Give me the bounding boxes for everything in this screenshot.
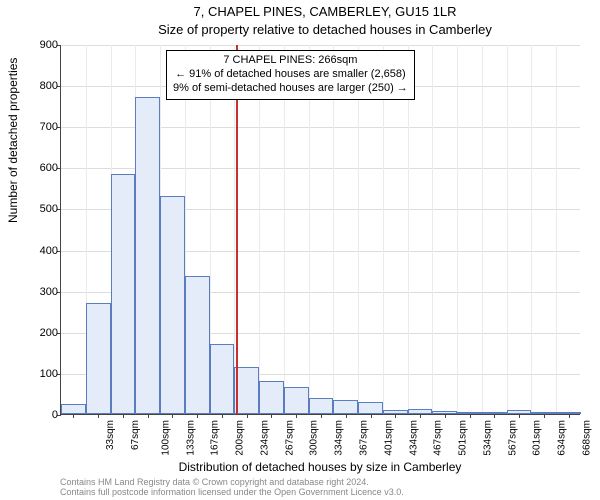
x-tick-mark xyxy=(123,414,124,418)
x-tick-mark xyxy=(197,414,198,418)
gridline-vertical xyxy=(531,45,532,414)
x-tick-label: 601sqm xyxy=(532,420,543,456)
histogram-bar xyxy=(135,97,160,414)
gridline-vertical xyxy=(383,45,384,414)
x-tick-label: 33sqm xyxy=(105,420,116,450)
gridline-vertical xyxy=(457,45,458,414)
y-tick-label: 400 xyxy=(8,245,58,257)
x-tick-label: 300sqm xyxy=(309,420,320,456)
callout-line1: 7 CHAPEL PINES: 266sqm xyxy=(173,54,408,68)
gridline-vertical xyxy=(408,45,409,414)
y-tick-label: 300 xyxy=(8,286,58,298)
x-tick-label: 200sqm xyxy=(235,420,246,456)
gridline-vertical xyxy=(309,45,310,414)
histogram-bar xyxy=(111,174,136,415)
x-tick-label: 133sqm xyxy=(185,420,196,456)
x-tick-label: 267sqm xyxy=(284,420,295,456)
gridline-vertical xyxy=(333,45,334,414)
histogram-plot-area: 33sqm67sqm100sqm133sqm167sqm200sqm234sqm… xyxy=(60,45,580,415)
callout-line2: ← 91% of detached houses are smaller (2,… xyxy=(173,68,408,82)
gridline-vertical xyxy=(259,45,260,414)
gridline-vertical xyxy=(507,45,508,414)
x-tick-label: 100sqm xyxy=(160,420,171,456)
y-tick-label: 700 xyxy=(8,121,58,133)
gridline-vertical xyxy=(284,45,285,414)
x-tick-mark xyxy=(98,414,99,418)
y-tick-label: 0 xyxy=(8,409,58,421)
x-tick-mark xyxy=(519,414,520,418)
x-tick-mark xyxy=(445,414,446,418)
footer-line2: Contains full postcode information licen… xyxy=(60,488,594,498)
x-tick-mark xyxy=(420,414,421,418)
page-root: 7, CHAPEL PINES, CAMBERLEY, GU15 1LR Siz… xyxy=(0,0,600,500)
y-tick-label: 600 xyxy=(8,162,58,174)
x-tick-mark xyxy=(296,414,297,418)
x-tick-mark xyxy=(395,414,396,418)
histogram-bar xyxy=(86,303,111,414)
x-tick-label: 434sqm xyxy=(408,420,419,456)
histogram-bar xyxy=(358,402,383,414)
attribution-footer: Contains HM Land Registry data © Crown c… xyxy=(60,478,594,498)
gridline-vertical xyxy=(556,45,557,414)
gridline-horizontal xyxy=(61,45,580,46)
x-axis-label: Distribution of detached houses by size … xyxy=(60,460,580,474)
x-tick-mark xyxy=(470,414,471,418)
x-tick-label: 634sqm xyxy=(557,420,568,456)
x-tick-label: 367sqm xyxy=(359,420,370,456)
histogram-bar xyxy=(185,276,210,414)
gridline-vertical xyxy=(482,45,483,414)
x-tick-label: 501sqm xyxy=(458,420,469,456)
x-tick-label: 668sqm xyxy=(581,420,592,456)
x-tick-label: 334sqm xyxy=(334,420,345,456)
property-size-marker-line xyxy=(236,45,238,414)
x-tick-mark xyxy=(494,414,495,418)
y-tick-label: 500 xyxy=(8,203,58,215)
y-tick-label: 800 xyxy=(8,80,58,92)
histogram-bar xyxy=(234,367,259,414)
x-tick-mark xyxy=(73,414,74,418)
chart-title-line1: 7, CHAPEL PINES, CAMBERLEY, GU15 1LR xyxy=(60,4,590,20)
x-tick-mark xyxy=(544,414,545,418)
x-tick-mark xyxy=(148,414,149,418)
x-tick-mark xyxy=(321,414,322,418)
x-tick-mark xyxy=(172,414,173,418)
callout-box: 7 CHAPEL PINES: 266sqm← 91% of detached … xyxy=(166,50,415,100)
x-tick-mark xyxy=(346,414,347,418)
x-tick-label: 401sqm xyxy=(383,420,394,456)
histogram-bar xyxy=(210,344,235,414)
x-tick-label: 467sqm xyxy=(433,420,444,456)
histogram-bar xyxy=(309,398,334,414)
x-tick-mark xyxy=(569,414,570,418)
callout-line3: 9% of semi-detached houses are larger (2… xyxy=(173,82,408,96)
x-tick-mark xyxy=(271,414,272,418)
gridline-vertical xyxy=(432,45,433,414)
histogram-bar xyxy=(284,387,309,414)
x-tick-label: 234sqm xyxy=(260,420,271,456)
x-tick-label: 167sqm xyxy=(210,420,221,456)
chart-title-line2: Size of property relative to detached ho… xyxy=(60,22,590,37)
x-tick-mark xyxy=(371,414,372,418)
y-tick-label: 900 xyxy=(8,39,58,51)
x-tick-mark xyxy=(222,414,223,418)
x-tick-label: 67sqm xyxy=(130,420,141,450)
x-tick-label: 534sqm xyxy=(482,420,493,456)
histogram-bar xyxy=(61,404,86,414)
gridline-vertical xyxy=(358,45,359,414)
x-tick-label: 567sqm xyxy=(507,420,518,456)
histogram-bar xyxy=(259,381,284,414)
histogram-bar xyxy=(333,400,358,414)
y-tick-label: 200 xyxy=(8,327,58,339)
y-tick-label: 100 xyxy=(8,368,58,380)
x-tick-mark xyxy=(247,414,248,418)
histogram-bar xyxy=(160,196,185,414)
